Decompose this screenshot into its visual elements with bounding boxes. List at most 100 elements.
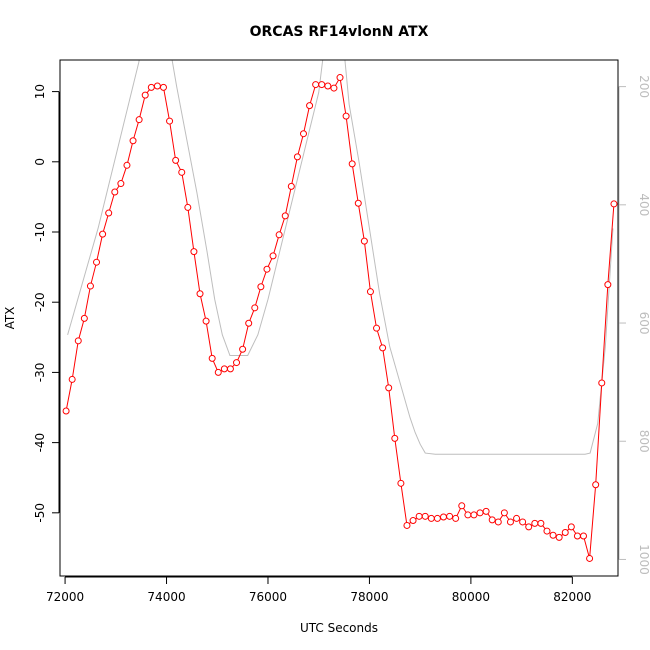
atx-point-61 bbox=[433, 514, 441, 522]
atx-point-25 bbox=[214, 368, 222, 376]
atx-point-54 bbox=[391, 434, 399, 442]
atx-point-16 bbox=[159, 83, 167, 91]
atx-point-45 bbox=[336, 74, 344, 82]
atx-point-76 bbox=[525, 523, 533, 531]
y-axis-label: ATX bbox=[3, 307, 17, 330]
atx-point-80 bbox=[549, 531, 557, 539]
y2-tick-label-600: 600 bbox=[637, 312, 650, 335]
atx-point-59 bbox=[421, 512, 429, 520]
series-layer bbox=[62, 60, 618, 562]
atx-point-88 bbox=[598, 379, 606, 387]
y-tick-label--20: -20 bbox=[33, 292, 47, 312]
x-tick-label-76000: 76000 bbox=[249, 590, 287, 604]
atx-point-29 bbox=[239, 345, 247, 353]
atx-point-38 bbox=[293, 153, 301, 161]
atx-point-20 bbox=[184, 203, 192, 211]
atx-point-30 bbox=[245, 319, 253, 327]
y2-tick-label-800: 800 bbox=[637, 430, 650, 453]
atx-point-6 bbox=[99, 230, 107, 238]
atx-point-46 bbox=[342, 112, 350, 120]
atx-point-5 bbox=[93, 258, 101, 266]
y-tick-label--40: -40 bbox=[33, 433, 47, 453]
atx-point-4 bbox=[86, 282, 94, 290]
atx-point-90 bbox=[610, 200, 618, 208]
atx-point-41 bbox=[312, 81, 320, 89]
y-tick-label--50: -50 bbox=[33, 503, 47, 523]
atx-point-31 bbox=[251, 304, 259, 312]
atx-point-64 bbox=[452, 514, 460, 522]
atx-point-28 bbox=[233, 359, 241, 367]
atx-point-27 bbox=[226, 365, 234, 373]
x-tick-label-72000: 72000 bbox=[46, 590, 84, 604]
atx-point-56 bbox=[403, 521, 411, 529]
atx-point-83 bbox=[567, 523, 575, 531]
atx-point-32 bbox=[257, 283, 265, 291]
atx-point-67 bbox=[470, 511, 478, 519]
atx-point-1 bbox=[68, 375, 76, 383]
atx-point-50 bbox=[366, 288, 374, 296]
atx-point-66 bbox=[464, 511, 472, 519]
x-tick-label-80000: 80000 bbox=[452, 590, 490, 604]
y2-tick-label-1000: 1000 bbox=[637, 544, 650, 575]
atx-point-85 bbox=[580, 532, 588, 540]
atx-point-40 bbox=[306, 102, 314, 110]
y-tick-label--30: -30 bbox=[33, 363, 47, 383]
atx-point-49 bbox=[360, 237, 368, 245]
atx-point-74 bbox=[513, 514, 521, 522]
atx-point-72 bbox=[500, 509, 508, 517]
atx-point-17 bbox=[166, 117, 174, 125]
atx-point-62 bbox=[440, 513, 447, 521]
atx-point-63 bbox=[446, 512, 454, 520]
x-tick-label-82000: 82000 bbox=[553, 590, 591, 604]
atx-point-23 bbox=[202, 317, 210, 325]
atx-point-8 bbox=[111, 188, 119, 196]
series-right-line bbox=[67, 60, 614, 455]
atx-point-47 bbox=[348, 160, 356, 168]
atx-point-11 bbox=[129, 137, 137, 145]
atx-point-71 bbox=[494, 518, 502, 526]
atx-point-19 bbox=[178, 168, 186, 176]
atx-point-77 bbox=[531, 519, 539, 527]
axes-layer: 72000 74000 76000 78000 80000 82000 -50 -40 -30 -… bbox=[33, 75, 650, 604]
atx-point-82 bbox=[561, 528, 569, 536]
x-tick-label-74000: 74000 bbox=[147, 590, 185, 604]
atx-point-81 bbox=[555, 533, 563, 541]
atx-point-22 bbox=[196, 290, 204, 298]
atx-point-75 bbox=[519, 518, 527, 526]
atx-point-26 bbox=[220, 365, 228, 373]
x-tick-label-78000: 78000 bbox=[350, 590, 388, 604]
atx-point-51 bbox=[373, 324, 381, 332]
atx-point-18 bbox=[172, 156, 180, 164]
atx-point-0 bbox=[62, 407, 70, 415]
atx-point-58 bbox=[415, 512, 423, 520]
atx-point-48 bbox=[354, 199, 362, 207]
atx-point-60 bbox=[427, 514, 435, 522]
atx-point-57 bbox=[409, 517, 417, 525]
atx-point-34 bbox=[269, 252, 277, 260]
atx-point-42 bbox=[318, 81, 326, 89]
atx-point-2 bbox=[74, 337, 82, 345]
atx-point-79 bbox=[543, 527, 551, 535]
atx-point-9 bbox=[117, 180, 125, 188]
atx-point-35 bbox=[275, 231, 283, 239]
atx-point-12 bbox=[135, 116, 143, 124]
atx-point-7 bbox=[105, 209, 113, 217]
atx-point-44 bbox=[330, 84, 338, 92]
y-tick-label-0: 0 bbox=[33, 158, 47, 166]
atx-point-65 bbox=[458, 502, 466, 510]
atx-point-13 bbox=[141, 91, 149, 99]
atx-point-87 bbox=[592, 481, 600, 489]
atx-point-3 bbox=[80, 314, 88, 322]
plot-frame bbox=[59, 59, 619, 577]
atx-point-39 bbox=[299, 130, 307, 138]
atx-point-10 bbox=[123, 161, 131, 169]
atx-point-43 bbox=[324, 82, 332, 90]
atx-point-15 bbox=[153, 82, 161, 90]
atx-point-21 bbox=[190, 248, 198, 256]
atx-point-52 bbox=[379, 344, 387, 352]
atx-point-70 bbox=[488, 516, 496, 524]
chart-title: ORCAS RF14vlonN ATX bbox=[250, 24, 429, 40]
atx-point-68 bbox=[476, 509, 484, 517]
